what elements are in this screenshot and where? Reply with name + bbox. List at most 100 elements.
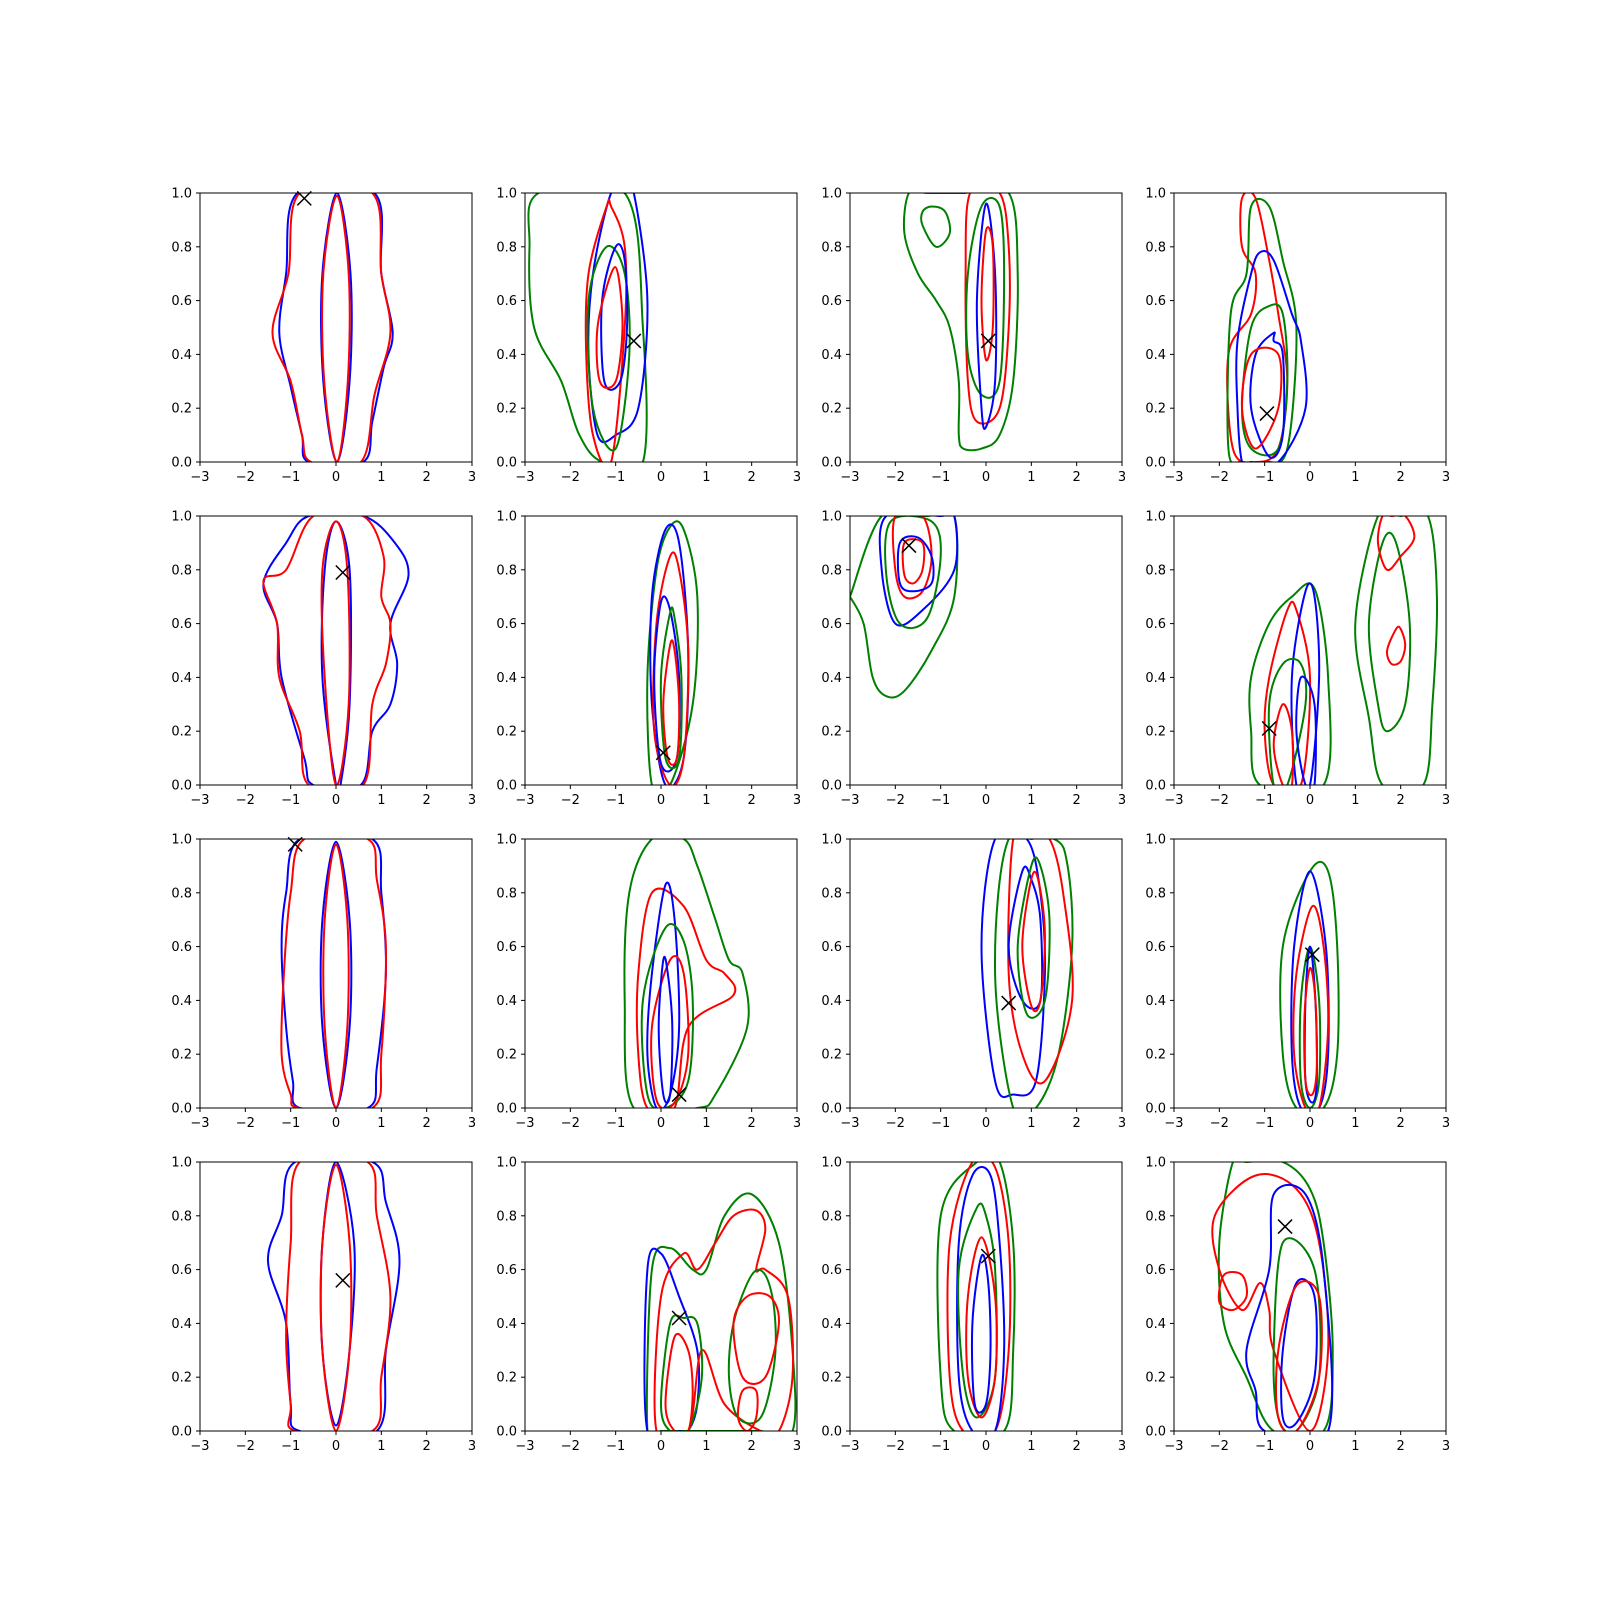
panel-r3c4-ytick-label: 0.2 (1145, 1048, 1166, 1063)
panel-r4c3-xtick-label: −2 (886, 1439, 905, 1454)
panel-r2c4-contour-green-1 (1248, 582, 1332, 785)
panel-r2c4-xtick-label: −2 (1210, 793, 1229, 808)
panel-r2c2-ytick-label: 1.0 (496, 510, 517, 525)
panel-r4c3-contour-red-5 (965, 1236, 998, 1419)
panel-r3c2-xtick-label: −3 (515, 1116, 534, 1131)
panel-r2c1-xtick-label: 3 (468, 793, 476, 808)
panel-r3c3-ytick-label: 0.4 (821, 994, 842, 1009)
panel-r4c2-xtick-label: 2 (748, 1439, 756, 1454)
panel-r1c2-contour-blue-2 (587, 193, 649, 444)
panel-r2c3-contour-red-6 (901, 538, 926, 585)
panel-r4c1-xtick-label: 2 (423, 1439, 431, 1454)
panel-r4c4-contour-blue-5 (1280, 1278, 1318, 1429)
panel-r4c1-ytick-label: 0.2 (171, 1371, 192, 1386)
panel-r2c1-xtick-label: −2 (236, 793, 255, 808)
panel-r1c3-contour-green-1 (902, 193, 1019, 452)
panel-r3c1-ytick-label: 0.6 (171, 940, 192, 955)
panel-r2c1-contours (262, 516, 410, 785)
panel-r3c2-contour-red-5 (650, 955, 690, 1108)
panel-r4c1-xtick-label: −3 (190, 1439, 209, 1454)
panel-r3c4-contour-green-4 (1298, 945, 1322, 1108)
panel-r3c4-ytick-label: 0.8 (1145, 886, 1166, 901)
panel-r2c4-xtick-label: −3 (1164, 793, 1183, 808)
panel-r3c4-ytick-label: 0.6 (1145, 940, 1166, 955)
panel-r3c4-xtick-label: 3 (1442, 1116, 1450, 1131)
panel-r1c3-xtick-label: −1 (931, 470, 950, 485)
panel-r4c3-ytick-label: 0.8 (821, 1209, 842, 1224)
panel-r2c3-xtick-label: 0 (982, 793, 990, 808)
panel-r4c4-contour-green-4 (1272, 1237, 1322, 1431)
panel-r1c1-xtick-label: 1 (377, 470, 385, 485)
panel-r1c3-contour-red-3 (964, 193, 1011, 425)
panel-r3c3-contour-red-3 (1007, 839, 1074, 1085)
panel-r2c2-ytick-label: 0.0 (496, 779, 517, 794)
panel-r4c4-contours (1211, 1162, 1334, 1431)
panel-r4c4-ytick-label: 0.2 (1145, 1371, 1166, 1386)
panel-r2c1-contour-blue-3 (320, 520, 353, 785)
panel-r3c4-xtick-label: −3 (1164, 1116, 1183, 1131)
panel-r4c4-ytick-label: 0.6 (1145, 1263, 1166, 1278)
panel-r4c1-ytick-label: 0.6 (171, 1263, 192, 1278)
panel-r1c3-ytick-label: 0.0 (821, 456, 842, 471)
panel-r2c3-contour-blue-5 (896, 535, 935, 593)
panel-r1c2-ytick-label: 0.2 (496, 402, 517, 417)
panel-r2c3-marker (901, 538, 917, 554)
panel-r4c2-xtick-label: 0 (657, 1439, 665, 1454)
panel-r3c4-contour-blue-2 (1290, 870, 1330, 1108)
panel-r3c3: −3 −2 −1 0 1 2 3 0.0 0.2 0.4 0.6 0.8 1.0 (821, 833, 1126, 1132)
panel-r1c4-ytick-label: 0.2 (1145, 402, 1166, 417)
panel-r1c1-ytick-label: 0.4 (171, 348, 192, 363)
panel-r1c1-ytick-label: 0.0 (171, 456, 192, 471)
panel-r3c3-contour-red-6 (1021, 870, 1046, 1013)
panel-r3c3-ytick-label: 0.0 (821, 1102, 842, 1117)
panel-r1c4-contours (1226, 193, 1308, 462)
panel-r3c2-ytick-label: 1.0 (496, 833, 517, 848)
panel-r4c2-contour-green-4 (660, 1314, 704, 1431)
panel-r2c4-contour-green-4 (1267, 657, 1308, 785)
panel-r4c1-xtick-label: −2 (236, 1439, 255, 1454)
panel-r2c2-ytick-label: 0.4 (496, 671, 517, 686)
panel-r2c3-xtick-label: 2 (1073, 793, 1081, 808)
panel-r3c2-xtick-label: −1 (606, 1116, 625, 1131)
panel-r1c4-xtick-label: −3 (1164, 470, 1183, 485)
panel-r1c4-contour-red-1 (1226, 193, 1289, 462)
panel-r3c1-xtick-label: 2 (423, 1116, 431, 1131)
panel-r2c1-ytick-label: 0.6 (171, 617, 192, 632)
panel-r1c4-contour-green-2 (1226, 197, 1298, 462)
panel-r2c4-ytick-label: 0.4 (1145, 671, 1166, 686)
panel-r3c3-marker (1001, 995, 1017, 1011)
panel-r3c1-marker (287, 836, 303, 852)
panel-r2c4-contour-green-8 (1367, 531, 1412, 733)
panel-r4c3-contour-blue-6 (970, 1253, 992, 1414)
panel-r1c4-xtick-label: 2 (1397, 470, 1405, 485)
panel-r3c2-contour-green-1 (623, 839, 750, 1108)
panel-r1c2-xtick-label: −1 (606, 470, 625, 485)
panel-r1c2-ytick-label: 0.4 (496, 348, 517, 363)
panel-r3c4-contours (1279, 860, 1340, 1108)
panel-r2c2-xtick-label: 0 (657, 793, 665, 808)
panel-r4c2-contour-green-6 (727, 1268, 777, 1425)
panel-r2c3-xtick-label: 3 (1118, 793, 1126, 808)
panel-r4c3-ytick-label: 0.4 (821, 1317, 842, 1332)
panel-r4c4-ytick-label: 0.8 (1145, 1209, 1166, 1224)
panel-r4c3-xtick-label: −3 (840, 1439, 859, 1454)
panel-r1c1-xtick-label: 2 (423, 470, 431, 485)
panel-r1c1-xtick-label: −1 (281, 470, 300, 485)
panel-r2c2-ytick-label: 0.6 (496, 617, 517, 632)
panel-r1c4-marker (1259, 406, 1275, 422)
panel-r2c3-contour-green-1 (850, 516, 959, 699)
panel-r1c4-contour-green-4 (1241, 303, 1289, 457)
panel-r3c3-ytick-label: 0.6 (821, 940, 842, 955)
panel-r2c4-xtick-label: 1 (1351, 793, 1359, 808)
panel-r2c2-contours (646, 520, 699, 785)
panel-r2c4-ytick-label: 0.6 (1145, 617, 1166, 632)
panel-r4c1-xtick-label: −1 (281, 1439, 300, 1454)
panel-r3c1-xtick-label: −2 (236, 1116, 255, 1131)
panel-r1c3-xtick-label: −3 (840, 470, 859, 485)
panel-r2c2-contour-blue-2 (649, 523, 690, 785)
panel-r2c3-xtick-label: 1 (1027, 793, 1035, 808)
panel-r2c4-contour-blue-6 (1295, 675, 1317, 785)
panel-r4c2-xtick-label: −2 (561, 1439, 580, 1454)
panel-r4c2-ytick-label: 0.4 (496, 1317, 517, 1332)
panel-r1c3-contour-green-2 (920, 205, 952, 248)
